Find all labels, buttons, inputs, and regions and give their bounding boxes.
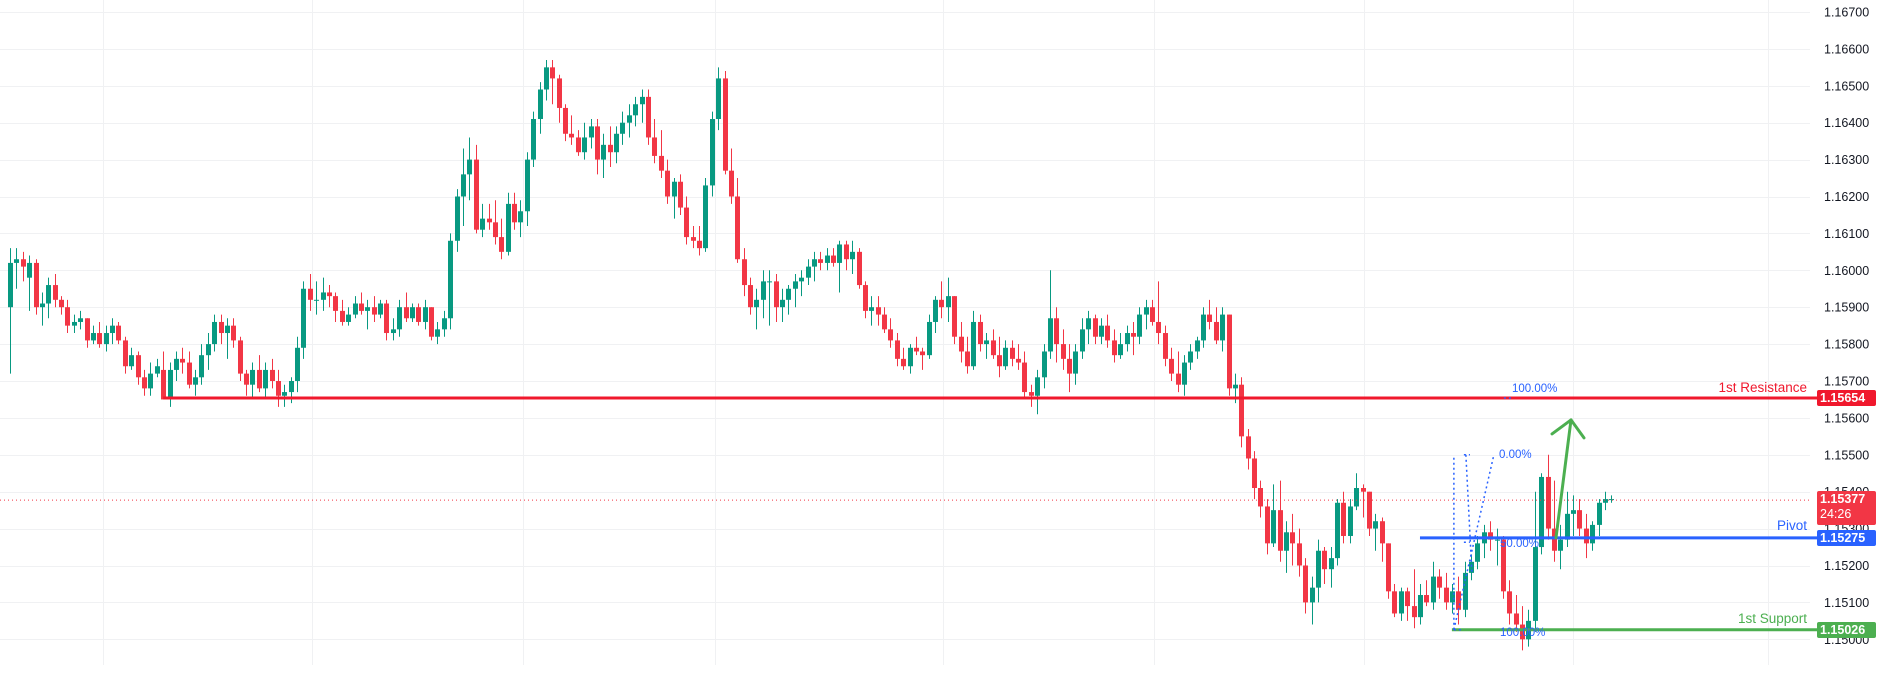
candle-countdown: 24:26 bbox=[1820, 507, 1852, 521]
fib-label-bottom-100: 100.00% bbox=[1500, 627, 1546, 639]
svg-text:1.15600: 1.15600 bbox=[1824, 411, 1869, 425]
resistance-price-value: 1.15654 bbox=[1820, 391, 1866, 405]
current-price-value: 1.15377 bbox=[1820, 492, 1866, 506]
pivot-price-tag[interactable]: 1.15275 bbox=[1817, 530, 1876, 546]
svg-text:1.16300: 1.16300 bbox=[1824, 153, 1869, 167]
fibonacci-retracement[interactable] bbox=[1453, 397, 1514, 631]
resistance-price-tag[interactable]: 1.15654 bbox=[1817, 390, 1876, 406]
price-axis[interactable]: 1.16700 1.16600 1.16500 1.16400 1.16300 1.162… bbox=[1824, 6, 1869, 647]
support-price-value: 1.15026 bbox=[1820, 623, 1866, 637]
svg-text:1.16500: 1.16500 bbox=[1824, 79, 1869, 93]
current-price-tag[interactable]: 1.15377 24:26 bbox=[1817, 491, 1876, 525]
fib-label-50: 50.00% bbox=[1500, 538, 1540, 550]
support-label: 1st Support bbox=[1737, 611, 1807, 626]
projection-arrow-icon[interactable] bbox=[1550, 418, 1586, 540]
svg-text:1.15100: 1.15100 bbox=[1824, 596, 1869, 610]
support-resistance-levels bbox=[0, 396, 1818, 632]
svg-text:1.16000: 1.16000 bbox=[1824, 264, 1869, 278]
svg-text:1.15700: 1.15700 bbox=[1824, 375, 1869, 389]
svg-text:1.16200: 1.16200 bbox=[1824, 190, 1869, 204]
pivot-price-value: 1.15275 bbox=[1820, 531, 1866, 545]
svg-text:1.15800: 1.15800 bbox=[1824, 338, 1869, 352]
svg-text:1.16700: 1.16700 bbox=[1824, 6, 1869, 20]
resistance-label: 1st Resistance bbox=[1718, 380, 1807, 395]
chart-grid bbox=[0, 0, 1810, 665]
svg-text:1.15900: 1.15900 bbox=[1824, 301, 1869, 315]
svg-text:1.16600: 1.16600 bbox=[1824, 42, 1869, 56]
pivot-label: Pivot bbox=[1776, 518, 1807, 533]
svg-text:1.15500: 1.15500 bbox=[1824, 448, 1869, 462]
support-price-tag[interactable]: 1.15026 bbox=[1817, 622, 1876, 638]
svg-text:1.16400: 1.16400 bbox=[1824, 116, 1869, 130]
fib-label-0: 0.00% bbox=[1499, 449, 1532, 461]
svg-text:1.15200: 1.15200 bbox=[1824, 559, 1869, 573]
candlestick-series bbox=[8, 59, 1614, 651]
svg-text:1.16100: 1.16100 bbox=[1824, 227, 1869, 241]
fib-label-top-100: 100.00% bbox=[1512, 383, 1558, 395]
